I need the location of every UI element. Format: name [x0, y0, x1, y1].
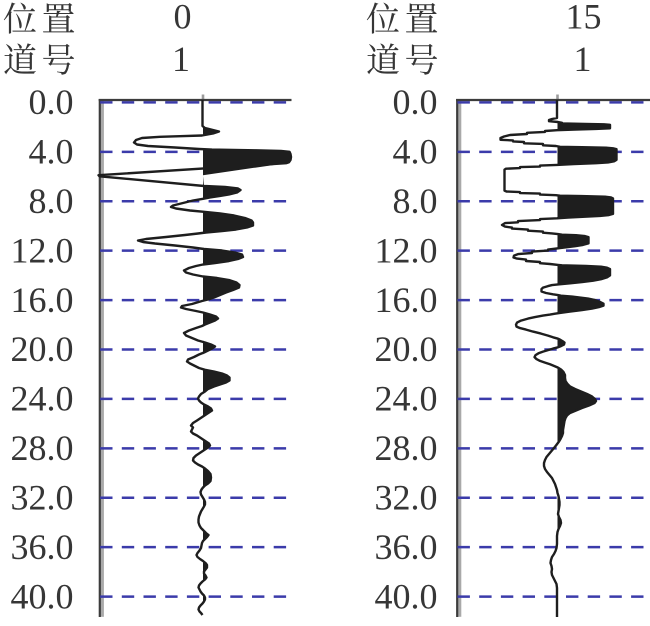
svg-text:4.0: 4.0	[29, 132, 74, 172]
svg-text:12.0: 12.0	[375, 230, 438, 270]
svg-text:20.0: 20.0	[375, 329, 438, 369]
svg-text:4.0: 4.0	[393, 132, 438, 172]
svg-text:32.0: 32.0	[11, 478, 74, 518]
svg-text:40.0: 40.0	[375, 576, 438, 616]
svg-text:1: 1	[172, 39, 190, 79]
svg-text:40.0: 40.0	[11, 576, 74, 616]
svg-text:20.0: 20.0	[11, 329, 74, 369]
svg-text:32.0: 32.0	[375, 478, 438, 518]
svg-text:36.0: 36.0	[11, 527, 74, 567]
svg-text:24.0: 24.0	[375, 379, 438, 419]
svg-text:8.0: 8.0	[29, 181, 74, 221]
svg-text:0.0: 0.0	[393, 82, 438, 122]
svg-text:28.0: 28.0	[375, 428, 438, 468]
svg-text:8.0: 8.0	[393, 181, 438, 221]
svg-text:16.0: 16.0	[11, 280, 74, 320]
svg-text:0.0: 0.0	[29, 82, 74, 122]
svg-text:12.0: 12.0	[11, 230, 74, 270]
svg-text:24.0: 24.0	[11, 379, 74, 419]
svg-text:15: 15	[566, 0, 602, 36]
svg-text:1: 1	[574, 39, 592, 79]
svg-text:36.0: 36.0	[375, 527, 438, 567]
svg-text:0: 0	[174, 0, 192, 36]
svg-text:28.0: 28.0	[11, 428, 74, 468]
svg-text:16.0: 16.0	[375, 280, 438, 320]
